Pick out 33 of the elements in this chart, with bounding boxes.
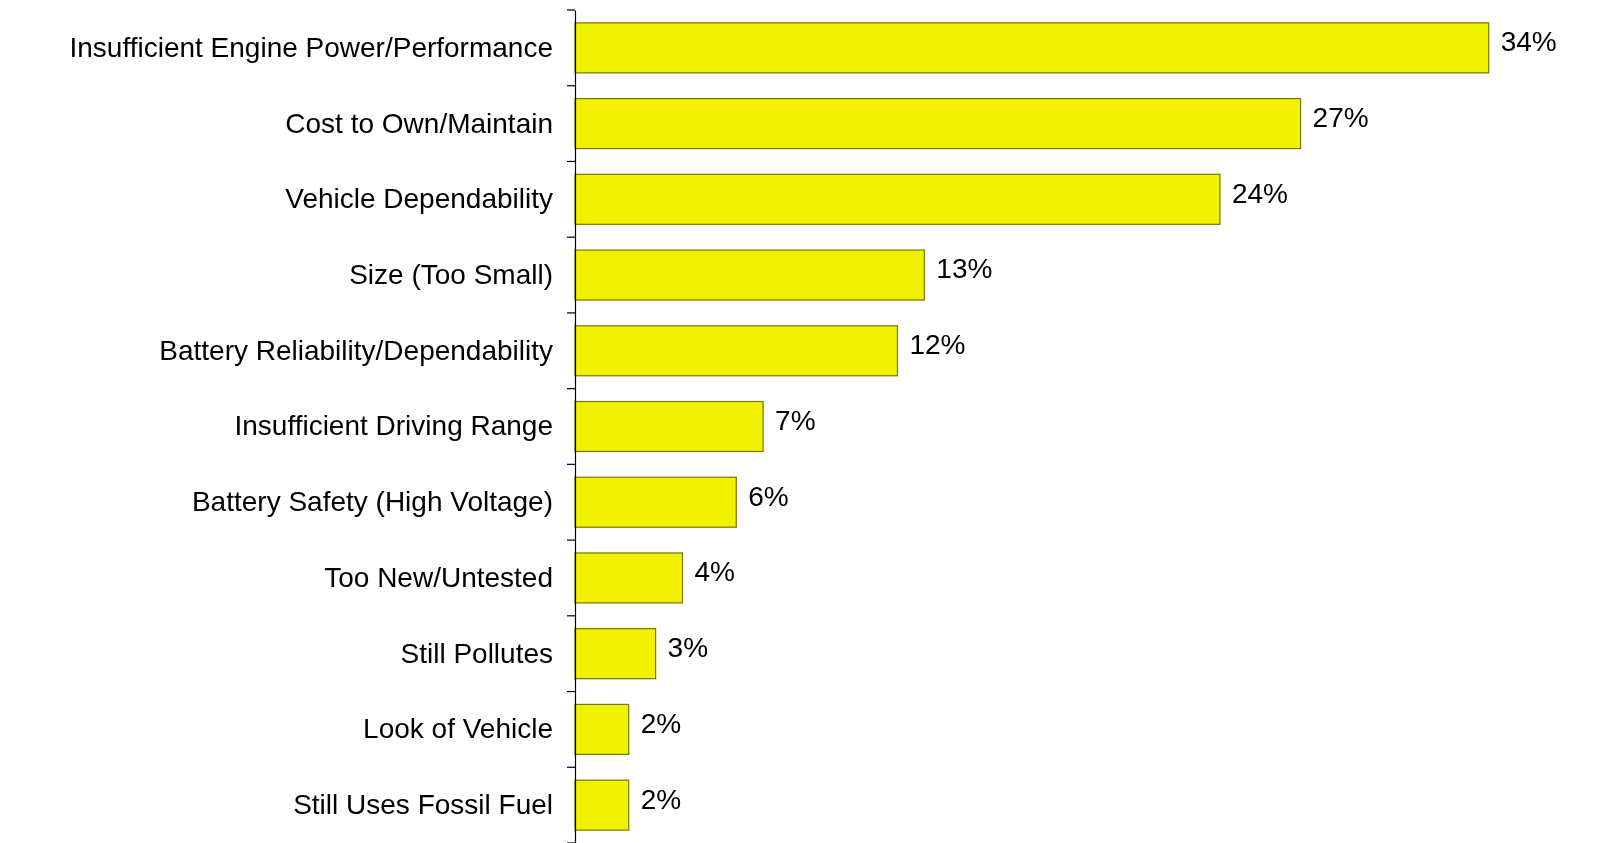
bar [574,628,657,680]
bar [574,779,630,831]
y-tick-label: Size (Too Small) [349,259,553,291]
bar [574,22,1490,74]
data-label: 12% [909,329,966,361]
data-label: 27% [1312,101,1369,133]
bar [574,552,684,604]
bar [574,476,737,528]
bar [574,98,1302,150]
y-tick-label: Cost to Own/Maintain [285,107,553,139]
data-label: 34% [1500,26,1557,58]
bar [574,325,899,377]
data-label: 4% [694,556,735,588]
y-tick-label: Insufficient Engine Power/Performance [69,31,553,63]
bar [574,173,1221,225]
y-tick-label: Look of Vehicle [363,713,553,745]
bar [574,703,630,755]
y-tick-label: Insufficient Driving Range [234,410,553,442]
y-tick-label: Battery Reliability/Dependability [159,334,553,366]
data-label: 7% [775,404,816,436]
data-label: 6% [748,480,789,512]
bar [574,249,925,301]
data-label: 13% [936,253,993,285]
y-tick-label: Too New/Untested [324,561,553,593]
data-label: 24% [1231,177,1288,209]
y-tick-label: Vehicle Dependability [285,183,553,215]
data-label: 2% [640,707,682,739]
y-tick-label: Still Uses Fossil Fuel [293,789,553,821]
bar [574,400,764,453]
data-label: 3% [667,632,709,664]
data-label: 2% [640,783,682,815]
y-tick-label: Still Pollutes [400,637,553,669]
y-tick-label: Battery Safety (High Voltage) [191,486,553,518]
